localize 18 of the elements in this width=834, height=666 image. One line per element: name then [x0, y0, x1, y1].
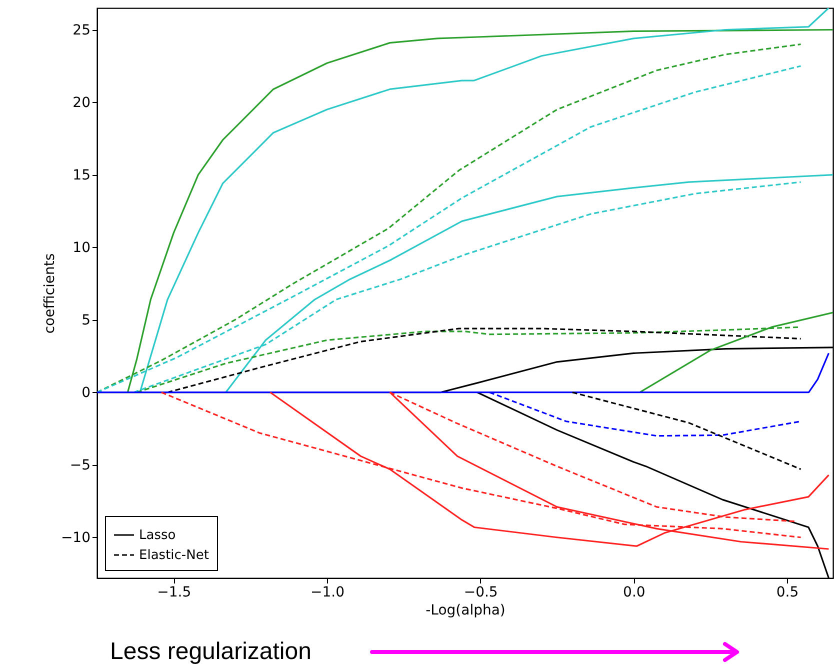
y-tick-label: 20	[72, 94, 90, 111]
x-tick-label: 0.5	[776, 584, 799, 600]
x-tick-label: −1.5	[157, 584, 192, 600]
y-tick-label: 15	[72, 167, 90, 184]
y-tick-label: 25	[72, 22, 90, 38]
y-tick-label: −10	[60, 530, 90, 546]
legend-label: Lasso	[139, 528, 176, 543]
text: Less regularization	[110, 638, 312, 665]
y-tick-label: 5	[82, 312, 90, 328]
legend-label: Elastic-Net	[139, 548, 209, 563]
x-tick-label: −0.5	[464, 584, 498, 600]
x-tick-label: 0.0	[623, 584, 646, 600]
x-tick-label: −1.0	[310, 584, 344, 600]
y-axis-title: coefficients	[42, 253, 58, 334]
y-tick-label: 10	[72, 240, 90, 256]
y-tick-label: 0	[82, 384, 90, 401]
y-tick-label: −5	[70, 457, 90, 474]
x-axis-title: -Log(alpha)	[426, 602, 506, 618]
